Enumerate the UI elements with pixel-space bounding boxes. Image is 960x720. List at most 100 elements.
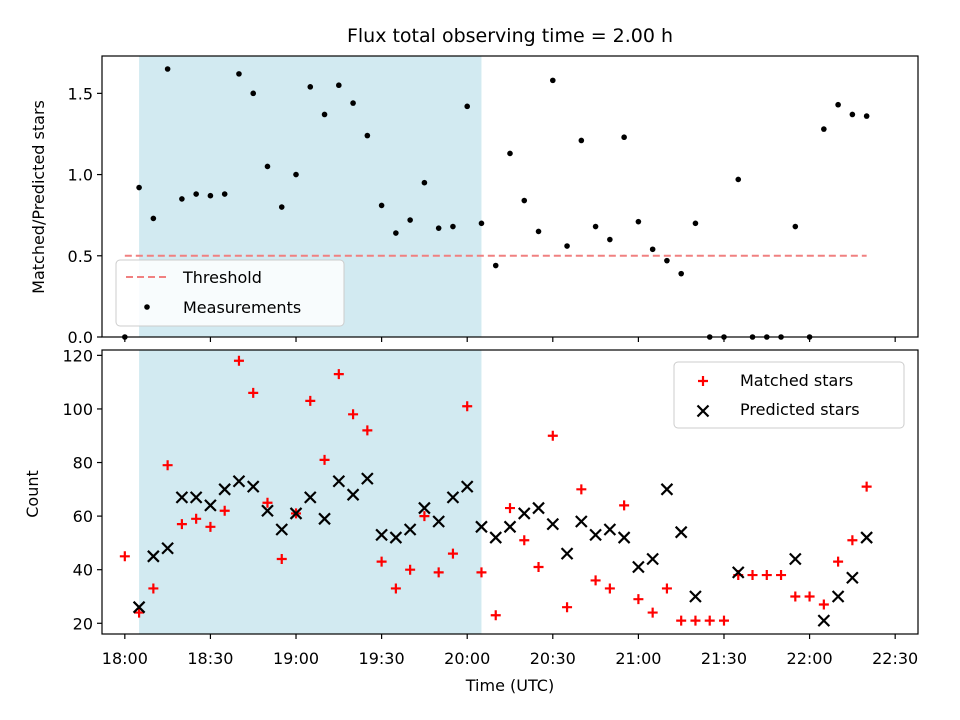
legend-matched-swatch	[698, 376, 708, 386]
predicted-star-point	[789, 552, 802, 566]
matched-star-point	[804, 591, 815, 602]
measurement-point	[521, 197, 528, 204]
predicted-star-point	[589, 528, 602, 542]
matched-star-point	[219, 505, 230, 516]
predicted-star-point	[232, 475, 246, 488]
matched-star-point	[262, 497, 273, 508]
legend-measurements-label: Measurements	[183, 298, 301, 317]
predicted-star-point	[261, 504, 274, 518]
measurement-point	[336, 82, 342, 89]
predicted-star-point	[246, 480, 260, 493]
y-tick-label: 120	[62, 346, 93, 365]
legend-matched-label: Matched stars	[740, 371, 853, 390]
measurement-point	[464, 103, 471, 110]
shaded-interval	[139, 350, 482, 634]
matched-star-point	[661, 583, 672, 594]
measurement-point	[621, 134, 627, 141]
measurement-point	[364, 132, 371, 139]
measurement-point	[350, 100, 356, 106]
predicted-star-point	[817, 614, 831, 627]
predicted-star-point	[575, 515, 588, 528]
predicted-star-point	[289, 507, 303, 520]
legend-threshold-label: Threshold	[182, 268, 262, 287]
matched-star-point	[119, 551, 130, 562]
measurement-point	[307, 84, 314, 90]
matched-star-point	[619, 500, 630, 511]
predicted-star-point	[275, 523, 289, 536]
matched-star-point	[176, 519, 187, 530]
matched-star-point	[490, 610, 501, 621]
matched-star-point	[248, 387, 259, 398]
y-tick-label: 80	[73, 454, 93, 473]
matched-star-point	[433, 567, 444, 578]
predicted-star-point	[304, 491, 317, 504]
matched-star-point	[590, 575, 601, 586]
matched-star-point	[390, 583, 401, 594]
measurement-point	[278, 204, 285, 210]
measurement-point	[150, 215, 157, 222]
predicted-star-point	[860, 531, 873, 544]
x-tick-label: 20:30	[530, 649, 576, 668]
matched-star-point	[134, 607, 145, 618]
predicted-star-point	[389, 531, 403, 544]
measurement-point	[407, 217, 413, 223]
matched-star-point	[305, 395, 316, 406]
matched-star-point	[191, 513, 202, 524]
y-tick-label: 60	[73, 507, 93, 526]
ratio-panel: 0.0 0.5 1.0 1.5 Threshold Measurements	[68, 55, 919, 347]
predicted-star-point	[432, 515, 445, 528]
matched-star-point	[604, 583, 615, 594]
predicted-star-point	[189, 491, 203, 504]
measurement-point	[179, 196, 185, 202]
predicted-star-point	[846, 571, 859, 585]
predicted-star-point	[517, 507, 531, 520]
predicted-star-point	[147, 550, 160, 563]
measurement-point	[236, 71, 242, 77]
predicted-star-point	[646, 552, 659, 566]
axes-frame	[101, 55, 919, 338]
matched-star-point	[718, 615, 729, 626]
predicted-star-point	[332, 475, 346, 488]
predicted-star-point	[632, 560, 645, 574]
measurement-point	[207, 192, 214, 199]
count-y-axis-label: Count	[23, 470, 42, 518]
predicted-star-point	[132, 600, 146, 614]
predicted-star-point	[660, 483, 674, 496]
ratio-legend: Threshold Measurements	[115, 259, 345, 327]
predicted-star-point	[361, 472, 374, 485]
matched-star-point	[419, 511, 430, 522]
measurement-point	[450, 223, 456, 230]
matched-star-point	[319, 454, 330, 465]
measurement-point	[835, 101, 841, 108]
measurement-point	[264, 163, 271, 170]
matched-star-point	[818, 599, 829, 610]
matched-star-point	[761, 570, 772, 581]
measurement-point	[849, 111, 856, 118]
measurement-point	[221, 191, 228, 197]
predicted-star-point	[503, 520, 517, 534]
matched-star-point	[861, 481, 872, 492]
y-tick-label: 1.0	[68, 166, 93, 185]
measurement-point	[492, 262, 499, 269]
legend-predicted-swatch	[696, 404, 710, 418]
matched-star-point	[276, 553, 287, 564]
matched-star-point	[647, 607, 658, 618]
measurement-point	[607, 236, 613, 243]
predicted-star-point	[218, 483, 231, 496]
matched-star-point	[847, 535, 858, 546]
predicted-star-point	[475, 520, 488, 534]
measurement-point	[735, 176, 742, 183]
measurement-point	[478, 220, 485, 227]
legend-box	[115, 259, 345, 327]
predicted-star-point	[204, 499, 217, 512]
measurement-point	[250, 90, 257, 97]
measurement-point	[435, 225, 442, 231]
predicted-star-point	[689, 590, 702, 603]
predicted-star-point	[446, 491, 460, 504]
predicted-star-point	[617, 531, 631, 544]
matched-star-point	[148, 583, 159, 594]
matched-star-point	[704, 615, 715, 626]
predicted-star-point	[318, 512, 331, 526]
matched-star-point	[162, 460, 173, 471]
